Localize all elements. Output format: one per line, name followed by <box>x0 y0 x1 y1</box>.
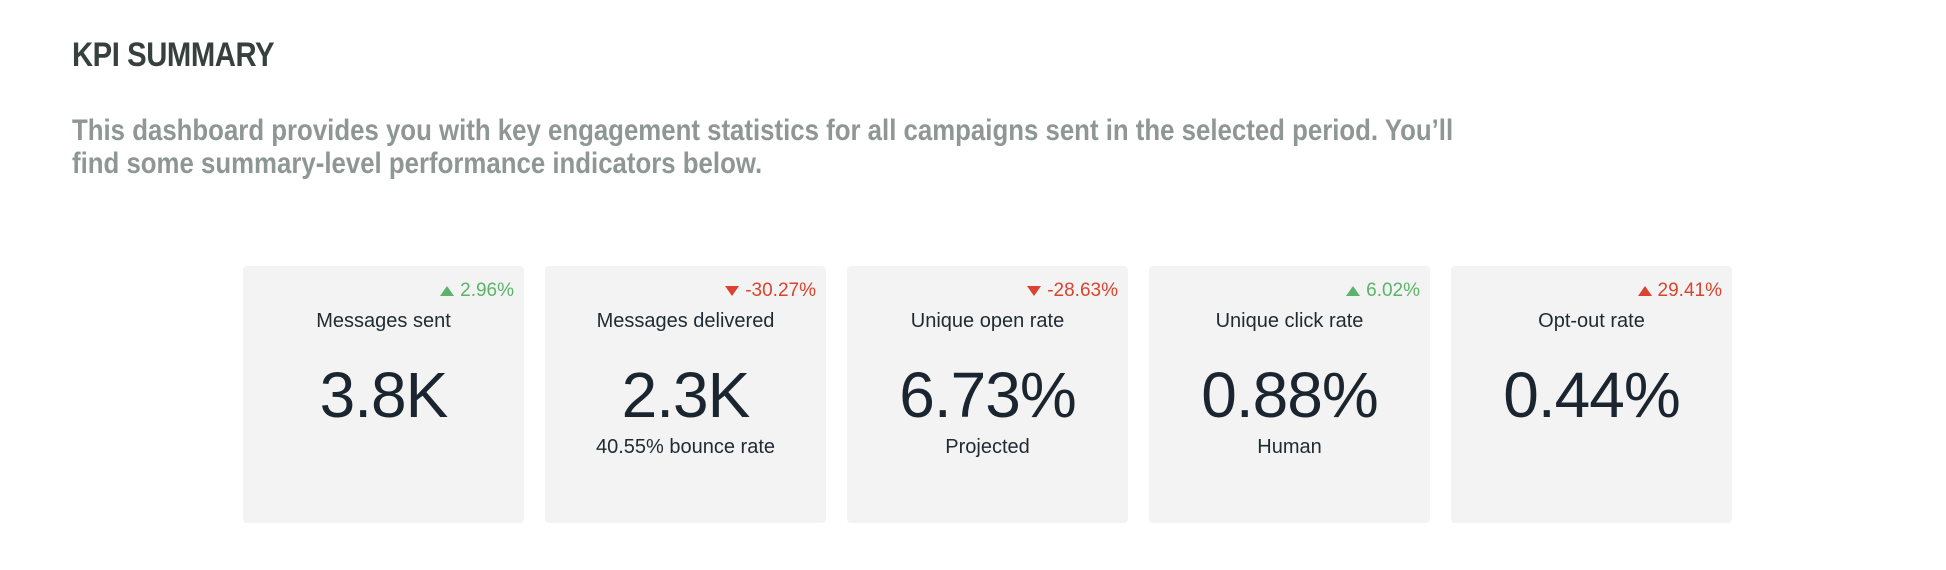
kpi-subtext: Projected <box>945 436 1030 458</box>
kpi-card-messages-sent: 2.96% Messages sent 3.8K <box>243 266 524 523</box>
description-line-1: This dashboard provides you with key eng… <box>72 114 1454 147</box>
kpi-label: Messages delivered <box>596 310 775 332</box>
delta-indicator: -28.63% <box>1027 280 1118 302</box>
kpi-subtext: Human <box>1257 436 1322 458</box>
arrow-down-icon <box>725 286 740 296</box>
delta-indicator: 6.02% <box>1346 280 1420 302</box>
delta-indicator: 2.96% <box>440 280 514 302</box>
kpi-value: 3.8K <box>319 359 449 431</box>
arrow-up-icon <box>1346 286 1361 296</box>
delta-value: 29.41% <box>1657 280 1722 301</box>
delta-value: -28.63% <box>1047 280 1118 301</box>
dashboard-description: This dashboard provides you with key eng… <box>72 114 1534 180</box>
kpi-label: Unique click rate <box>1215 310 1364 332</box>
kpi-card-opt-out-rate: 29.41% Opt-out rate 0.44% <box>1451 266 1732 523</box>
arrow-up-icon <box>440 286 455 296</box>
kpi-value: 2.3K <box>621 359 751 431</box>
kpi-card-unique-click-rate: 6.02% Unique click rate 0.88% Human <box>1149 266 1430 523</box>
delta-value: -30.27% <box>745 280 816 301</box>
kpi-label: Opt-out rate <box>1538 310 1645 332</box>
delta-value: 2.96% <box>460 280 514 301</box>
arrow-up-icon <box>1637 286 1652 296</box>
kpi-cards: 2.96% Messages sent 3.8K -30.27% Message… <box>243 266 1732 523</box>
delta-value: 6.02% <box>1366 280 1420 301</box>
kpi-value: 6.73% <box>899 359 1076 431</box>
delta-indicator: -30.27% <box>725 280 816 302</box>
kpi-label: Unique open rate <box>910 310 1065 332</box>
arrow-down-icon <box>1027 286 1042 296</box>
kpi-subtext: 40.55% bounce rate <box>595 436 776 458</box>
kpi-card-unique-open-rate: -28.63% Unique open rate 6.73% Projected <box>847 266 1128 523</box>
kpi-label: Messages sent <box>316 310 451 332</box>
kpi-value: 0.88% <box>1201 359 1378 431</box>
page-title: KPI SUMMARY <box>72 36 275 74</box>
description-line-2: find some summary-level performance indi… <box>72 147 763 180</box>
kpi-card-messages-delivered: -30.27% Messages delivered 2.3K 40.55% b… <box>545 266 826 523</box>
delta-indicator: 29.41% <box>1637 280 1722 302</box>
kpi-value: 0.44% <box>1503 359 1680 431</box>
